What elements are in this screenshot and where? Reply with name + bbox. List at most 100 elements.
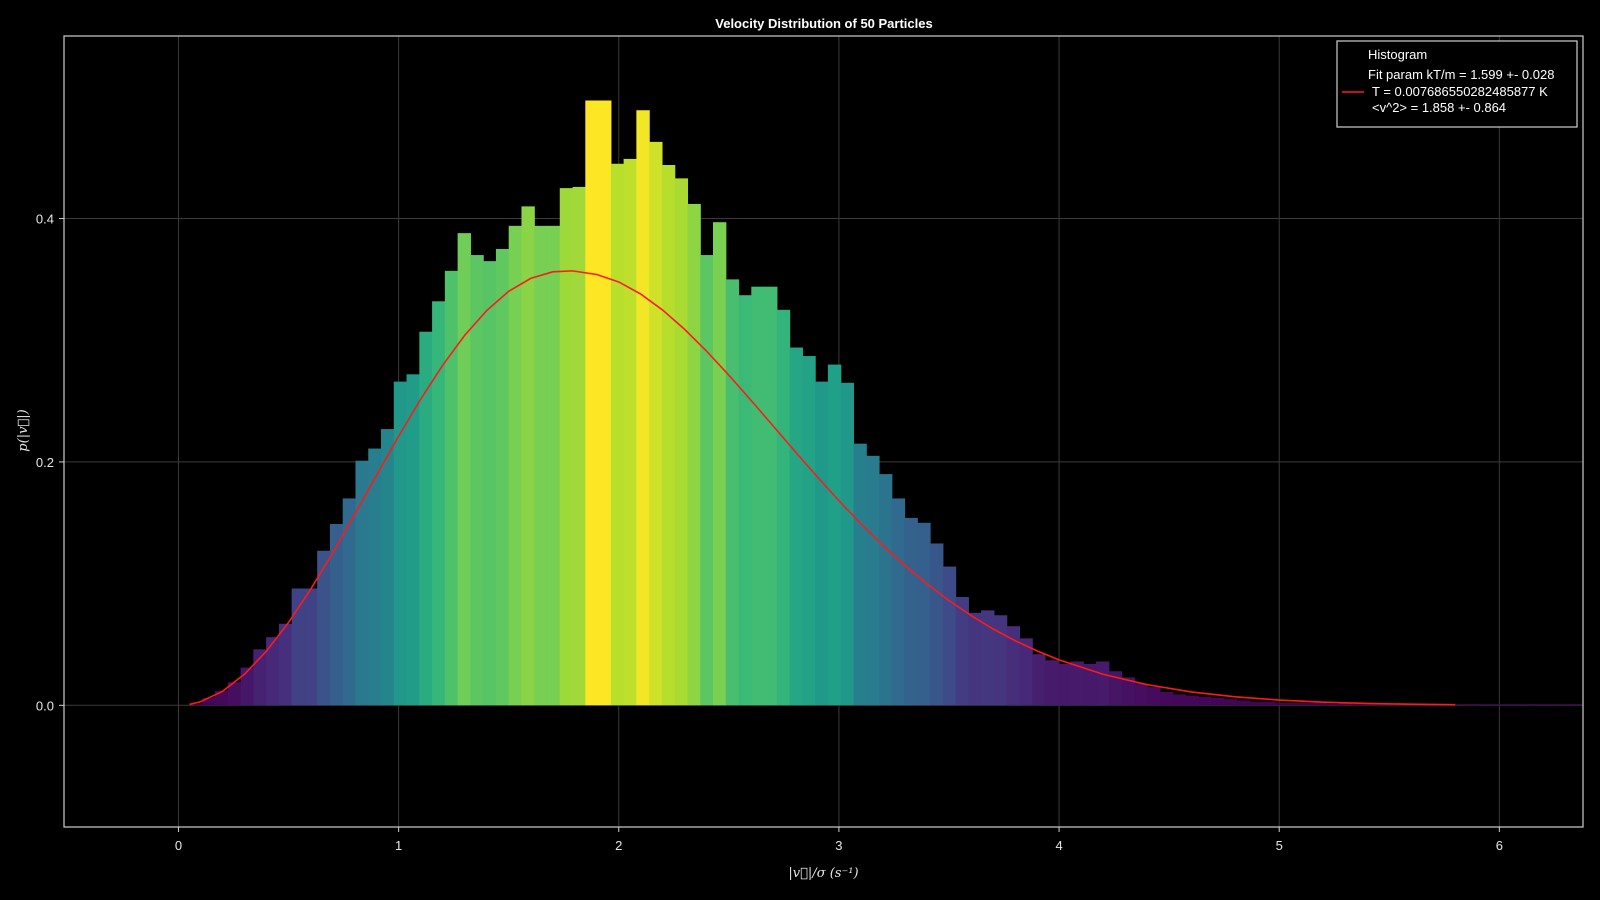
histogram-bar	[521, 206, 535, 706]
histogram-bar	[623, 158, 637, 706]
histogram-bar	[546, 225, 561, 706]
x-tick-label: 6	[1496, 838, 1503, 853]
histogram-bar	[1491, 704, 1506, 706]
histogram-bar	[878, 474, 893, 706]
histogram-bar	[1070, 661, 1084, 706]
histogram-bar	[419, 331, 433, 706]
histogram-bar	[1313, 702, 1327, 706]
x-tick-label: 3	[835, 838, 842, 853]
histogram-bar	[1172, 694, 1187, 706]
histogram-bar	[610, 163, 625, 706]
histogram-bar	[738, 295, 752, 706]
histogram-bar	[1325, 704, 1340, 706]
histogram-bar	[1044, 660, 1059, 706]
histogram-bar	[1159, 691, 1174, 706]
histogram-bar	[355, 460, 369, 706]
histogram-bar	[1006, 626, 1021, 706]
histogram-bar	[1517, 704, 1531, 706]
histogram-bar	[572, 186, 586, 706]
histogram-bar	[368, 448, 382, 706]
y-tick-label: 0.2	[36, 455, 54, 470]
histogram-bar	[968, 612, 982, 706]
histogram-bar	[751, 286, 765, 706]
x-axis-label-text: |v⃗|/σ (s⁻¹)	[788, 866, 858, 881]
histogram-bar	[1555, 704, 1570, 706]
histogram-bar	[342, 498, 357, 706]
x-axis-ticks: 0 1 2 3 4 5 6	[175, 827, 1503, 853]
histogram-bar	[1479, 704, 1493, 706]
histogram-bar	[1300, 702, 1314, 706]
histogram-bar	[687, 203, 701, 706]
histogram-bar	[1453, 704, 1467, 706]
histogram-bar	[840, 382, 855, 706]
histogram-bar	[636, 110, 650, 706]
histogram-bar	[585, 100, 599, 706]
histogram-bars	[189, 100, 1582, 706]
histogram-bar	[904, 517, 918, 706]
histogram-bar	[317, 550, 331, 706]
x-tick-label: 2	[615, 838, 622, 853]
histogram-bar	[202, 698, 216, 706]
histogram-bar	[1504, 704, 1518, 706]
histogram-bar	[508, 225, 523, 706]
histogram-bar	[495, 248, 510, 706]
histogram-bar	[1530, 704, 1544, 706]
histogram-bar	[304, 588, 318, 706]
histogram-bar	[827, 364, 842, 706]
legend: Histogram Fit param kT/m = 1.599 +- 0.028…	[1336, 40, 1578, 128]
histogram-bar	[917, 522, 931, 706]
x-tick-label: 1	[395, 838, 402, 853]
x-tick-label: 0	[175, 838, 182, 853]
histogram-bar	[1057, 663, 1072, 706]
y-tick-label: 0.4	[36, 212, 54, 227]
histogram-bar	[189, 704, 203, 706]
histogram-bar	[1019, 638, 1033, 706]
histogram-bar	[1096, 661, 1110, 706]
histogram-bar	[1185, 695, 1199, 706]
histogram-bar	[534, 225, 548, 706]
histogram-bar	[1198, 696, 1212, 706]
histogram-bar	[1338, 702, 1353, 706]
histogram-bar	[457, 233, 471, 706]
plot-frame	[63, 35, 1584, 828]
legend-entry: Histogram	[1368, 47, 1427, 62]
legend-frame	[1336, 40, 1578, 128]
histogram-bar	[993, 615, 1008, 706]
histogram-bar	[291, 588, 305, 706]
histogram-bar	[1542, 704, 1557, 706]
histogram-bar	[483, 261, 497, 706]
histogram-bar	[776, 309, 791, 706]
histogram-bar	[227, 682, 242, 706]
y-axis-label: p(|v⃗|)	[16, 409, 31, 451]
histogram-bar	[700, 255, 714, 706]
histogram-bar	[1466, 704, 1480, 706]
histogram-bar	[432, 301, 446, 706]
histogram-bar	[1236, 700, 1250, 706]
histogram-bar	[444, 270, 459, 706]
histogram-bar	[1147, 687, 1161, 706]
histogram-bar	[942, 566, 957, 706]
histogram-bar	[215, 690, 229, 706]
chart-title: Velocity Distribution of 50 Particles	[715, 16, 932, 31]
histogram-bar	[253, 649, 267, 706]
histogram-bar	[559, 188, 574, 706]
histogram-bar	[598, 100, 612, 706]
histogram-bar	[930, 543, 944, 706]
histogram-bar	[661, 164, 676, 706]
histogram-bar	[1032, 654, 1046, 706]
histogram-bar	[240, 667, 254, 706]
histogram-bar	[470, 255, 484, 706]
histogram-bar	[1083, 663, 1097, 706]
histogram-bar	[329, 523, 344, 706]
histogram-bar	[1134, 683, 1148, 706]
y-axis-label-text: p(|v⃗|)	[16, 409, 31, 451]
histogram-bar	[1364, 704, 1378, 706]
histogram-bar	[981, 610, 995, 706]
histogram-bar	[853, 443, 867, 706]
x-axis-label: |v⃗|/σ (s⁻¹)	[788, 866, 858, 881]
fit-curve	[189, 270, 1456, 706]
histogram-bar	[1249, 701, 1263, 706]
histogram-bar	[866, 455, 880, 706]
y-axis-ticks: 0.0 0.2 0.4	[36, 212, 64, 713]
